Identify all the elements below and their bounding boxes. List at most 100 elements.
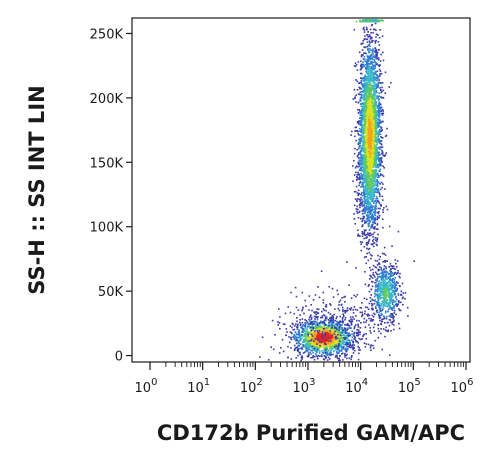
event-point: [363, 56, 366, 58]
event-point: [369, 196, 371, 199]
event-point: [371, 120, 374, 123]
event-point: [312, 339, 314, 341]
event-point: [364, 104, 366, 107]
event-point: [314, 343, 316, 345]
event-point: [372, 271, 375, 274]
event-point: [365, 242, 368, 244]
event-point: [364, 118, 366, 121]
event-point: [367, 205, 370, 207]
event-point: [365, 112, 368, 114]
event-point: [303, 335, 305, 337]
event-point: [372, 233, 374, 235]
event-point: [308, 316, 311, 319]
event-point: [378, 192, 381, 194]
event-point: [380, 181, 383, 184]
event-point: [374, 305, 377, 308]
event-point: [329, 328, 331, 331]
event-point: [384, 271, 386, 274]
event-point: [381, 82, 384, 84]
event-point: [369, 102, 371, 105]
event-point: [365, 68, 368, 71]
event-point: [378, 160, 380, 163]
event-point: [376, 70, 379, 72]
event-point: [379, 125, 381, 128]
event-point: [362, 28, 365, 30]
event-point: [367, 49, 369, 51]
event-point: [365, 102, 368, 105]
event-point: [344, 341, 347, 344]
event-point: [362, 129, 364, 131]
event-point: [377, 298, 379, 300]
event-point: [372, 227, 375, 229]
event-point: [384, 280, 387, 283]
event-point: [360, 147, 362, 150]
event-point: [366, 115, 368, 117]
event-point: [389, 298, 391, 300]
event-point: [374, 290, 376, 293]
event-point: [354, 147, 356, 150]
event-point: [295, 335, 297, 337]
event-point: [370, 84, 373, 87]
event-point: [371, 148, 374, 150]
event-point: [365, 162, 367, 164]
event-point: [376, 244, 378, 247]
event-point: [379, 255, 381, 258]
event-point: [376, 304, 378, 306]
event-point: [372, 193, 375, 195]
event-point: [360, 68, 362, 70]
event-point: [371, 41, 373, 43]
event-point: [356, 174, 359, 176]
event-point: [376, 123, 379, 126]
event-point: [356, 176, 358, 178]
event-point: [366, 217, 369, 219]
event-point: [371, 160, 374, 163]
event-point: [368, 170, 370, 172]
event-point: [320, 322, 323, 324]
event-point: [339, 343, 342, 346]
event-point: [376, 53, 378, 56]
event-point: [376, 142, 378, 144]
event-point: [367, 98, 370, 100]
event-point: [359, 204, 362, 207]
event-point: [293, 335, 295, 337]
event-point: [380, 205, 382, 207]
event-point: [341, 327, 343, 329]
event-point: [326, 347, 329, 350]
event-point: [366, 144, 369, 147]
event-point: [377, 189, 379, 192]
event-point: [339, 327, 342, 329]
event-point: [357, 217, 360, 219]
event-point: [376, 218, 379, 221]
event-point: [373, 78, 376, 81]
event-point: [376, 188, 378, 191]
event-point: [338, 347, 340, 350]
event-point: [370, 168, 373, 171]
event-point: [368, 84, 371, 87]
event-point: [369, 173, 371, 175]
event-point: [312, 347, 314, 350]
event-point: [329, 335, 332, 338]
event-point: [376, 288, 379, 290]
event-point: [297, 333, 299, 335]
event-point: [366, 134, 368, 136]
event-point: [359, 152, 362, 155]
event-point: [380, 278, 383, 280]
event-point: [374, 286, 377, 288]
event-point: [374, 140, 376, 143]
event-point: [373, 180, 375, 182]
event-point: [298, 329, 300, 331]
event-point: [364, 283, 367, 286]
event-point: [349, 321, 351, 323]
event-point: [360, 129, 362, 131]
event-point: [368, 290, 371, 293]
event-point: [366, 62, 368, 64]
event-point: [369, 266, 371, 269]
event-point: [364, 112, 366, 114]
event-point: [366, 94, 368, 97]
event-point: [368, 63, 370, 65]
event-point: [330, 337, 333, 339]
event-point: [340, 337, 342, 339]
event-point: [375, 310, 378, 313]
event-point: [368, 125, 371, 128]
event-point: [370, 104, 373, 107]
